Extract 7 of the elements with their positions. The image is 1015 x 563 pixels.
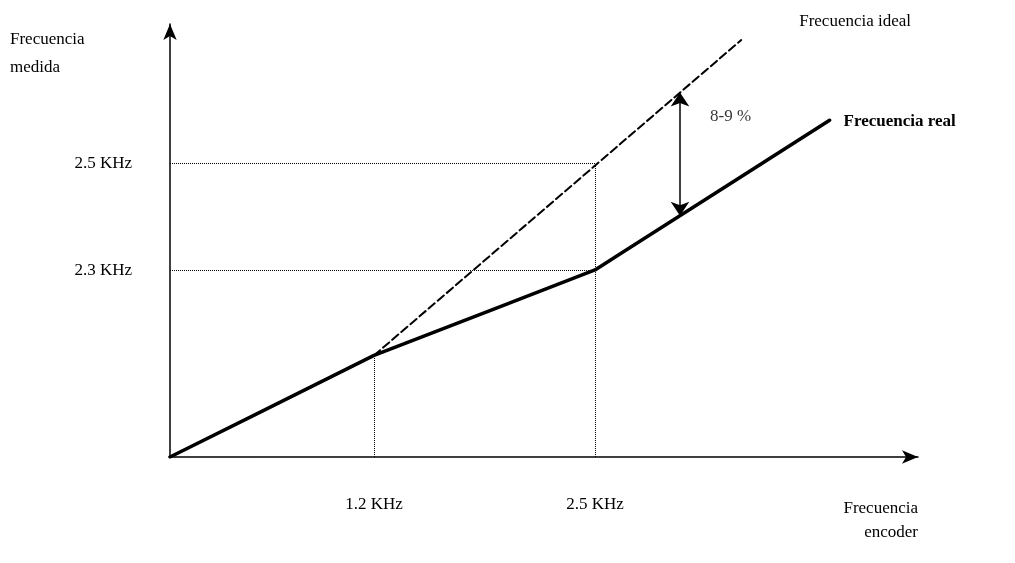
text: Frecuencia ideal — [799, 10, 912, 30]
annotation: 8-9 % — [710, 105, 752, 125]
series-label: Frecuencia real — [843, 110, 957, 130]
y-tick-label: 2.3 KHz — [74, 260, 133, 280]
y-axis-title: Frecuencia medida — [10, 28, 86, 76]
x-axis-title: Frecuencia encoder — [843, 497, 919, 541]
x-tick-label: 1.2 KHz — [345, 494, 404, 513]
